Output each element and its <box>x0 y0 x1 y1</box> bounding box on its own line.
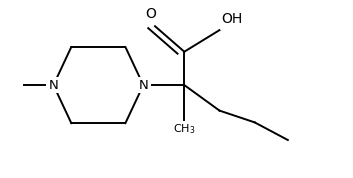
Text: OH: OH <box>221 12 243 26</box>
Text: CH$_3$: CH$_3$ <box>173 122 196 136</box>
Text: O: O <box>146 7 156 21</box>
Text: N: N <box>138 78 148 91</box>
Text: N: N <box>49 78 58 91</box>
